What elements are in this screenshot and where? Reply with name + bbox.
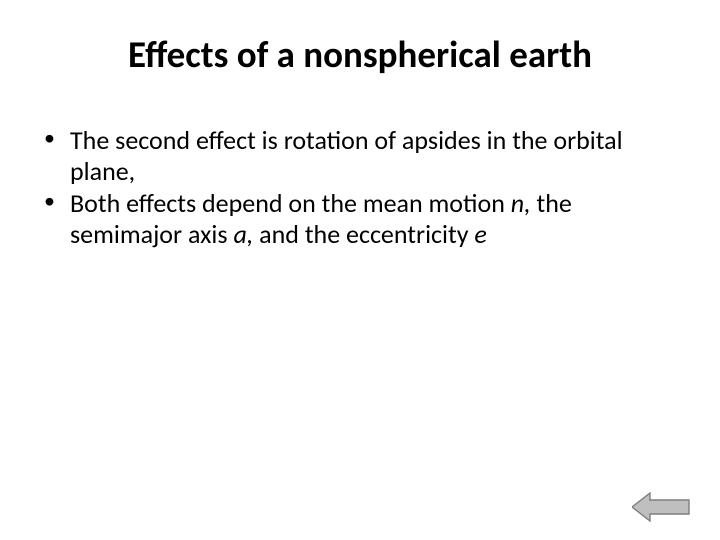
arrow-left-icon bbox=[632, 492, 690, 522]
bullet-list: The second effect is rotation of apsides… bbox=[40, 125, 680, 250]
bullet-2-text-c: and the eccentricity bbox=[253, 218, 474, 250]
bullet-item-1: The second effect is rotation of apsides… bbox=[42, 125, 680, 186]
slide-title: Effects of a nonspherical earth bbox=[40, 32, 680, 77]
bullet-2-var-n: n, bbox=[511, 187, 531, 219]
slide: Effects of a nonspherical earth The seco… bbox=[0, 0, 720, 540]
bullet-2-var-a: a, bbox=[233, 218, 253, 250]
bullet-2-text-a: Both effects depend on the mean motion bbox=[70, 187, 511, 219]
bullet-item-2: Both effects depend on the mean motion n… bbox=[42, 188, 680, 249]
back-arrow-button[interactable] bbox=[632, 492, 690, 522]
bullet-1-text: The second effect is rotation of apsides… bbox=[70, 124, 623, 187]
arrow-shape bbox=[632, 493, 689, 521]
bullet-2-var-e: e bbox=[474, 218, 486, 250]
